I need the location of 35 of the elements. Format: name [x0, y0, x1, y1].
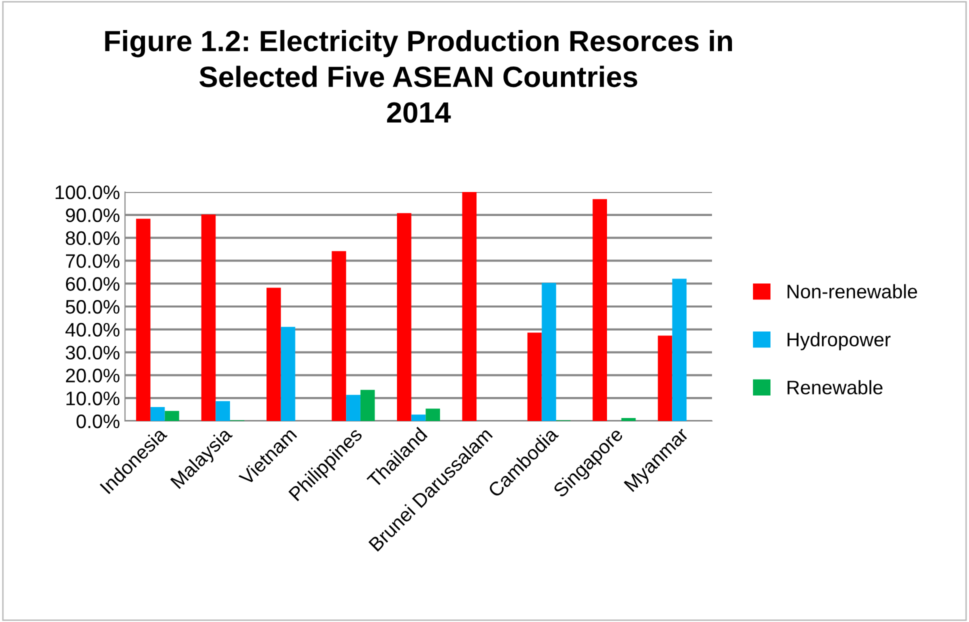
y-tick-label: 80.0%: [66, 231, 120, 246]
bar: [150, 407, 165, 421]
y-tick-label: 30.0%: [66, 346, 120, 360]
y-tick-label: 90.0%: [66, 208, 120, 222]
bar: [216, 401, 230, 421]
y-tick-label: 10.0%: [66, 392, 120, 406]
bar: [462, 192, 477, 421]
chart-title: Figure 1.2: Electricity Production Resorces in Selected Five ASEAN Countries 2014: [105, 30, 732, 123]
bar: [201, 214, 216, 421]
bar: [360, 390, 375, 421]
y-tick-label: 40.0%: [65, 322, 120, 337]
bar: [280, 326, 296, 421]
bar: [411, 414, 426, 421]
y-tick-label: 70.0%: [66, 254, 120, 268]
bar: [396, 213, 412, 421]
bar: [542, 282, 556, 421]
bar: [592, 199, 607, 421]
bar: [332, 251, 346, 421]
bar: [164, 410, 180, 421]
y-tick-label: 0.0%: [76, 414, 120, 428]
y-tick-label: 100.0%: [56, 185, 120, 200]
bar: [136, 218, 150, 421]
bar: [266, 288, 281, 421]
y-tick-label: 50.0%: [66, 300, 120, 314]
bar: [426, 408, 440, 421]
y-tick-label: 60.0%: [66, 277, 120, 291]
legend-label: Non-renewable: [788, 284, 918, 298]
legend-label: Hydropower: [788, 332, 891, 350]
legend-label: Renewable: [788, 380, 882, 394]
bar: [672, 278, 687, 421]
bar: [527, 332, 542, 421]
bar: [346, 394, 360, 421]
bar: [658, 336, 672, 421]
y-tick-label: 20.0%: [66, 368, 120, 382]
bar: [621, 418, 636, 421]
